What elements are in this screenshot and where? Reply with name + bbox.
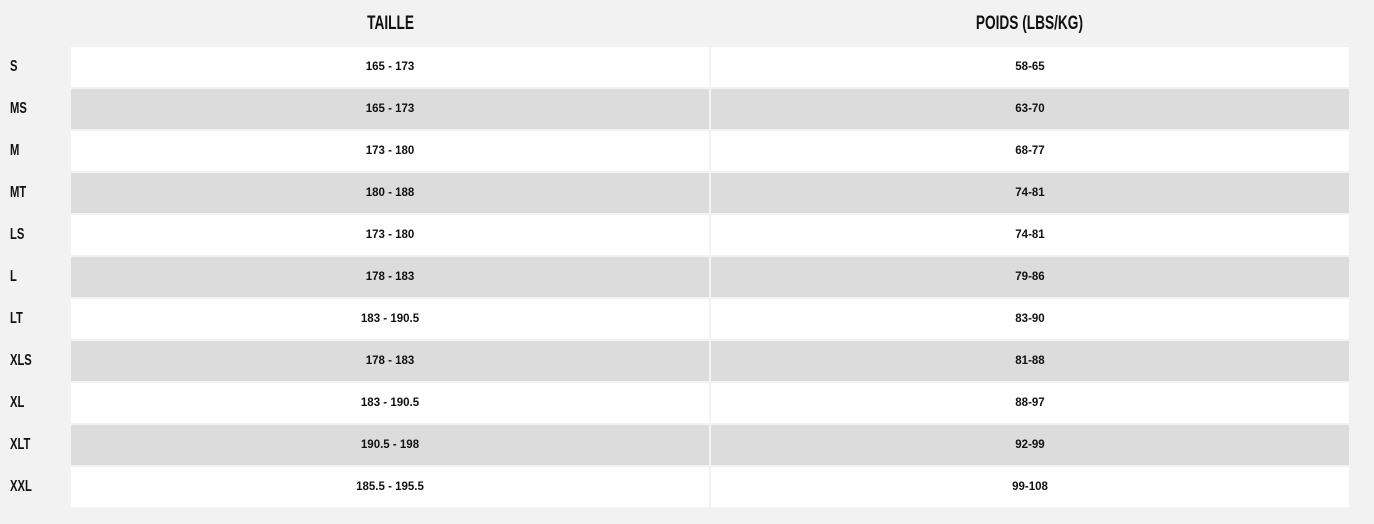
table-row: XLT 190.5 - 198 92-99 xyxy=(0,425,1349,465)
size-label: L xyxy=(0,257,71,297)
table-row: XLS 178 - 183 81-88 xyxy=(0,341,1349,381)
table-header: TAILLE POIDS (LBS/KG) xyxy=(71,0,1349,47)
table-row: MS 165 - 173 63-70 xyxy=(0,89,1349,129)
table-row: M 173 - 180 68-77 xyxy=(0,131,1349,171)
table-row: MT 180 - 188 74-81 xyxy=(0,173,1349,213)
poids-cell: 74-81 xyxy=(711,215,1349,255)
size-label: XXL xyxy=(0,467,71,507)
size-label-text: M xyxy=(10,142,20,159)
poids-cell: 88-97 xyxy=(711,383,1349,423)
taille-cell: 173 - 180 xyxy=(71,131,709,171)
size-label: LT xyxy=(0,299,71,339)
size-label-text: MS xyxy=(10,100,27,117)
poids-cell: 74-81 xyxy=(711,173,1349,213)
size-label: MT xyxy=(0,173,71,213)
poids-cell: 68-77 xyxy=(711,131,1349,171)
size-label: M xyxy=(0,131,71,171)
header-taille-label: TAILLE xyxy=(367,12,414,34)
size-label: LS xyxy=(0,215,71,255)
size-label: S xyxy=(0,47,71,87)
header-poids-label: POIDS (LBS/KG) xyxy=(975,12,1084,34)
size-label-text: LS xyxy=(10,226,25,243)
size-label-text: XLT xyxy=(10,436,31,453)
size-label: XLT xyxy=(0,425,71,465)
taille-cell: 183 - 190.5 xyxy=(71,383,709,423)
header-poids: POIDS (LBS/KG) xyxy=(710,0,1349,47)
poids-cell: 81-88 xyxy=(711,341,1349,381)
table-row: LS 173 - 180 74-81 xyxy=(0,215,1349,255)
size-label: XL xyxy=(0,383,71,423)
size-label-text: L xyxy=(10,268,17,285)
taille-cell: 185.5 - 195.5 xyxy=(71,467,709,507)
taille-cell: 173 - 180 xyxy=(71,215,709,255)
table-row: XXL 185.5 - 195.5 99-108 xyxy=(0,467,1349,507)
taille-cell: 180 - 188 xyxy=(71,173,709,213)
poids-cell: 63-70 xyxy=(711,89,1349,129)
poids-cell: 83-90 xyxy=(711,299,1349,339)
table-row: XL 183 - 190.5 88-97 xyxy=(0,383,1349,423)
size-label: MS xyxy=(0,89,71,129)
poids-cell: 58-65 xyxy=(711,47,1349,87)
table-row: S 165 - 173 58-65 xyxy=(0,47,1349,87)
size-table: S 165 - 173 58-65 MS 165 - 173 63-70 M 173 - 18… xyxy=(0,47,1349,509)
size-label-text: XLS xyxy=(10,352,32,369)
size-label-text: XL xyxy=(10,394,25,411)
taille-cell: 165 - 173 xyxy=(71,47,709,87)
size-label-text: LT xyxy=(10,310,23,327)
size-label-text: XXL xyxy=(10,478,32,495)
taille-cell: 190.5 - 198 xyxy=(71,425,709,465)
taille-cell: 178 - 183 xyxy=(71,341,709,381)
poids-cell: 92-99 xyxy=(711,425,1349,465)
size-label-text: MT xyxy=(10,184,27,201)
taille-cell: 165 - 173 xyxy=(71,89,709,129)
poids-cell: 79-86 xyxy=(711,257,1349,297)
table-row: L 178 - 183 79-86 xyxy=(0,257,1349,297)
size-label-text: S xyxy=(10,58,18,75)
poids-cell: 99-108 xyxy=(711,467,1349,507)
table-row: LT 183 - 190.5 83-90 xyxy=(0,299,1349,339)
taille-cell: 183 - 190.5 xyxy=(71,299,709,339)
size-label: XLS xyxy=(0,341,71,381)
header-taille: TAILLE xyxy=(71,0,710,47)
taille-cell: 178 - 183 xyxy=(71,257,709,297)
